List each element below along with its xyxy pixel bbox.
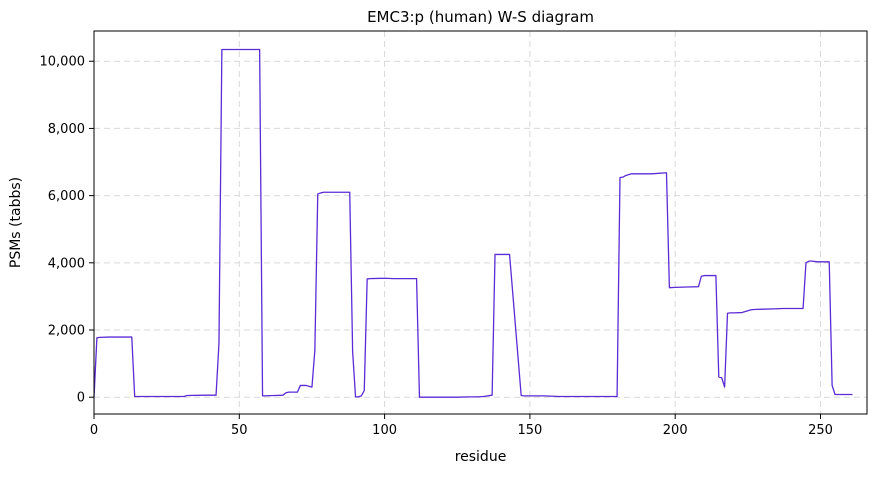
x-tick-label: 150 xyxy=(517,423,542,438)
y-axis: 0 2,000 4,000 6,000 8,000 10,000 xyxy=(40,55,94,406)
grid xyxy=(93,31,867,414)
x-tick-label: 100 xyxy=(372,423,397,438)
y-tick-label: 0 xyxy=(77,391,85,406)
x-axis: 0 50 100 150 200 250 xyxy=(90,414,833,438)
x-tick-label: 250 xyxy=(808,423,833,438)
y-tick-label: 8,000 xyxy=(48,122,85,137)
x-tick-label: 200 xyxy=(663,423,688,438)
x-axis-label: residue xyxy=(455,449,507,465)
y-tick-label: 10,000 xyxy=(40,55,86,70)
series-line xyxy=(93,48,853,398)
x-tick-label: 50 xyxy=(231,423,248,438)
y-axis-label: PSMs (tabbs) xyxy=(8,177,24,268)
y-tick-label: 4,000 xyxy=(48,256,85,271)
chart-title: EMC3:p (human) W-S diagram xyxy=(367,8,594,26)
x-tick-label: 0 xyxy=(90,423,98,438)
y-tick-label: 6,000 xyxy=(48,189,85,204)
y-tick-label: 2,000 xyxy=(48,324,85,339)
series-layer xyxy=(93,48,853,398)
plot-area-frame xyxy=(93,30,868,415)
